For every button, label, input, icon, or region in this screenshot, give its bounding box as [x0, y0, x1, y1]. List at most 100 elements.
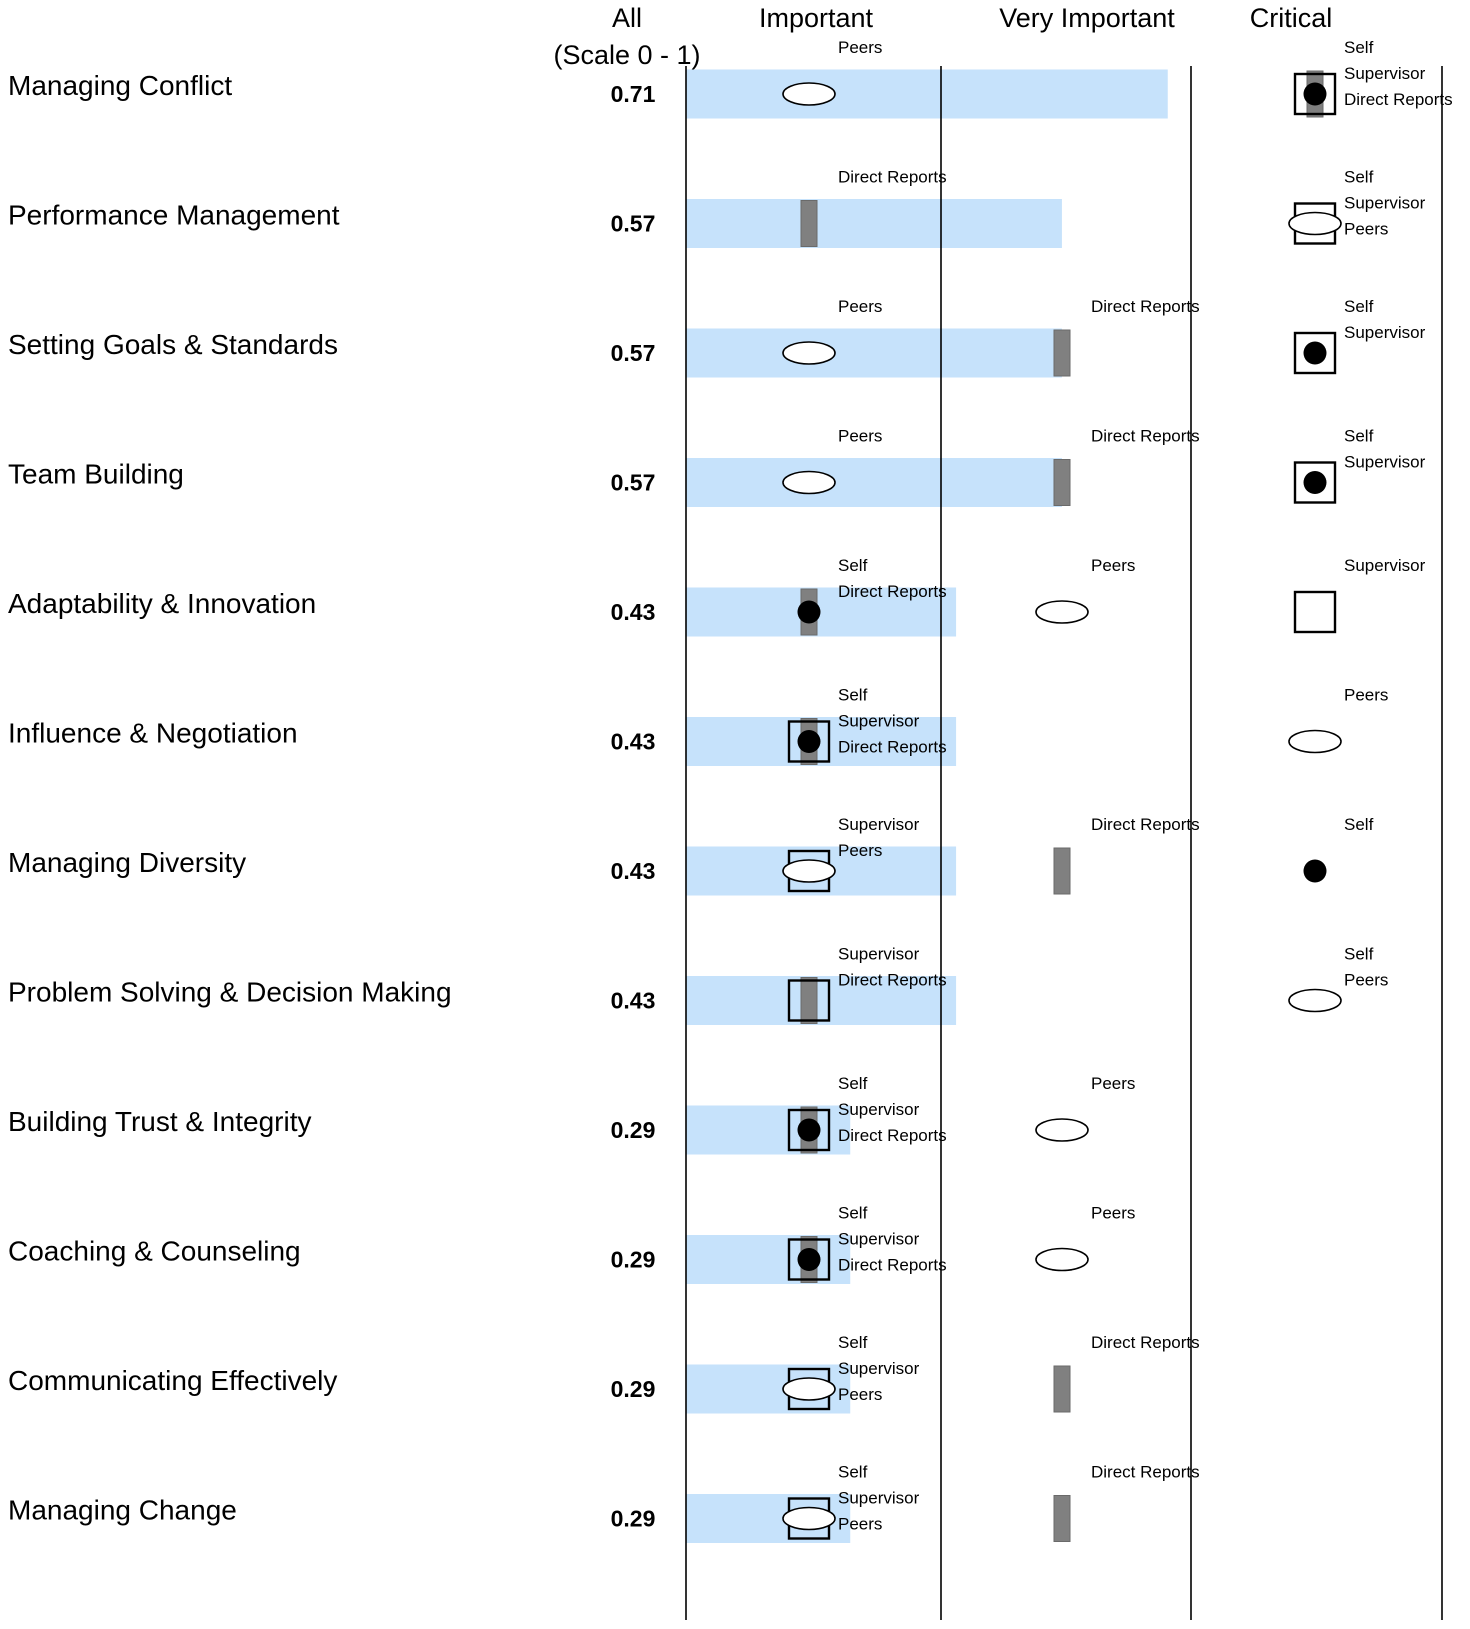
marker-peers [1288, 988, 1342, 1013]
score-value: 0.29 [611, 1247, 656, 1273]
rater-label-peers: Peers [1344, 971, 1388, 990]
row-building-trust-integrity: Building Trust & Integrity 0.29 Self Superv… [8, 1074, 1135, 1154]
row-setting-goals-standards: Setting Goals & Standards 0.57 Peers Direct… [8, 297, 1426, 377]
marker-self [1303, 471, 1327, 494]
rater-label-supervisor: Supervisor [1344, 194, 1426, 213]
rater-label-direct-reports: Direct Reports [838, 168, 947, 187]
row-adaptability-innovation: Adaptability & Innovation 0.43 Self Direct … [8, 556, 1426, 636]
marker-direct-reports [1053, 1365, 1071, 1413]
rater-label-supervisor: Supervisor [838, 1100, 920, 1119]
marker-supervisor [787, 720, 831, 763]
row-problem-solving-decision-making: Problem Solving & Decision Making 0.43 Sup… [8, 945, 1388, 1024]
rater-label-supervisor: Supervisor [838, 1230, 920, 1249]
marker-supervisor [787, 1238, 831, 1281]
rater-label-peers: Peers [838, 38, 882, 57]
marker-direct-reports [800, 977, 818, 1024]
marker-direct-reports [1053, 329, 1071, 377]
rater-label-supervisor: Supervisor [1344, 556, 1426, 575]
rater-label-supervisor: Supervisor [838, 1359, 920, 1378]
row-performance-management: Performance Management 0.57 Direct Reports… [8, 168, 1426, 247]
marker-self [797, 1248, 821, 1271]
row-managing-diversity: Managing Diversity 0.43 Supervisor Peers Dir… [8, 815, 1374, 895]
rater-label-self: Self [1344, 168, 1374, 187]
rater-label-direct-reports: Direct Reports [1091, 1333, 1200, 1352]
competency-label: Building Trust & Integrity [8, 1106, 311, 1137]
marker-self [797, 1118, 821, 1142]
rater-label-peers: Peers [838, 427, 882, 446]
rater-label-self: Self [838, 1074, 868, 1093]
marker-peers [782, 1506, 836, 1531]
range-bar-managing-conflict [686, 69, 1168, 119]
rater-label-supervisor: Supervisor [838, 815, 920, 834]
marker-direct-reports [1053, 1495, 1071, 1542]
marker-supervisor [787, 979, 831, 1022]
score-value: 0.57 [611, 470, 656, 496]
marker-supervisor [1293, 72, 1337, 116]
range-bar-problem-solving-decision-making [686, 976, 957, 1025]
competency-label: Setting Goals & Standards [8, 329, 338, 360]
score-value: 0.43 [611, 729, 656, 755]
marker-direct-reports [1053, 459, 1071, 506]
rater-label-self: Self [838, 556, 868, 575]
marker-peers [782, 82, 836, 106]
competency-rows: Managing Conflict 0.71 Peers Self Supervisor… [8, 38, 1453, 1542]
rater-label-direct-reports: Direct Reports [838, 1256, 947, 1275]
rater-label-peers: Peers [838, 1515, 882, 1534]
marker-peers [1035, 600, 1089, 624]
rater-label-peers: Peers [1091, 1204, 1135, 1223]
competency-label: Performance Management [8, 200, 340, 231]
rater-label-peers: Peers [838, 1385, 882, 1404]
marker-peers [782, 470, 836, 495]
marker-self [1303, 341, 1327, 365]
rater-label-direct-reports: Direct Reports [1344, 90, 1453, 109]
rater-label-self: Self [838, 686, 868, 705]
rater-label-direct-reports: Direct Reports [838, 971, 947, 990]
range-bars [686, 69, 1168, 1543]
rater-label-self: Self [838, 1204, 868, 1223]
score-value: 0.43 [611, 599, 656, 625]
rater-label-direct-reports: Direct Reports [1091, 297, 1200, 316]
marker-self [797, 600, 821, 624]
marker-peers [1035, 1247, 1089, 1272]
competency-label: Team Building [8, 459, 184, 490]
marker-self [1303, 859, 1327, 883]
rater-label-peers: Peers [1344, 686, 1388, 705]
column-gridlines [685, 66, 1443, 1620]
range-bar-setting-goals-standards [686, 328, 1062, 378]
rater-label-direct-reports: Direct Reports [1091, 427, 1200, 446]
rater-label-self: Self [1344, 945, 1374, 964]
rater-label-supervisor: Supervisor [838, 1489, 920, 1508]
marker-peers [782, 341, 836, 365]
score-value: 0.29 [611, 1506, 656, 1532]
score-value: 0.43 [611, 858, 656, 884]
rater-label-peers: Peers [838, 841, 882, 860]
rater-label-self: Self [1344, 815, 1374, 834]
rater-label-peers: Peers [1091, 556, 1135, 575]
rater-label-peers: Peers [838, 297, 882, 316]
competency-label: Adaptability & Innovation [8, 588, 316, 619]
level-header-critical: Critical [1250, 3, 1333, 33]
range-bar-influence-negotiation [686, 717, 957, 766]
marker-peers [1288, 211, 1342, 236]
rater-label-self: Self [1344, 427, 1374, 446]
rater-label-supervisor: Supervisor [1344, 64, 1426, 83]
range-bar-adaptability-innovation [686, 587, 957, 637]
rater-label-self: Self [838, 1333, 868, 1352]
marker-self [797, 730, 821, 753]
score-value: 0.57 [611, 340, 656, 366]
rater-label-supervisor: Supervisor [838, 945, 920, 964]
rater-label-supervisor: Supervisor [1344, 453, 1426, 472]
competency-label: Managing Change [8, 1495, 237, 1526]
level-header-important: Important [759, 3, 874, 33]
rater-label-direct-reports: Direct Reports [838, 1126, 947, 1145]
row-team-building: Team Building 0.57 Peers Direct Reports Self… [8, 427, 1426, 506]
rater-label-self: Self [1344, 38, 1374, 57]
rater-label-direct-reports: Direct Reports [1091, 815, 1200, 834]
competency-label: Managing Diversity [8, 847, 246, 878]
marker-peers [782, 859, 836, 883]
rater-label-direct-reports: Direct Reports [838, 582, 947, 601]
score-value: 0.71 [611, 81, 656, 107]
row-managing-change: Managing Change 0.29 Self Supervisor Peers Di… [8, 1463, 1200, 1542]
row-communicating-effectively: Communicating Effectively 0.29 Self Supervi… [8, 1333, 1200, 1413]
